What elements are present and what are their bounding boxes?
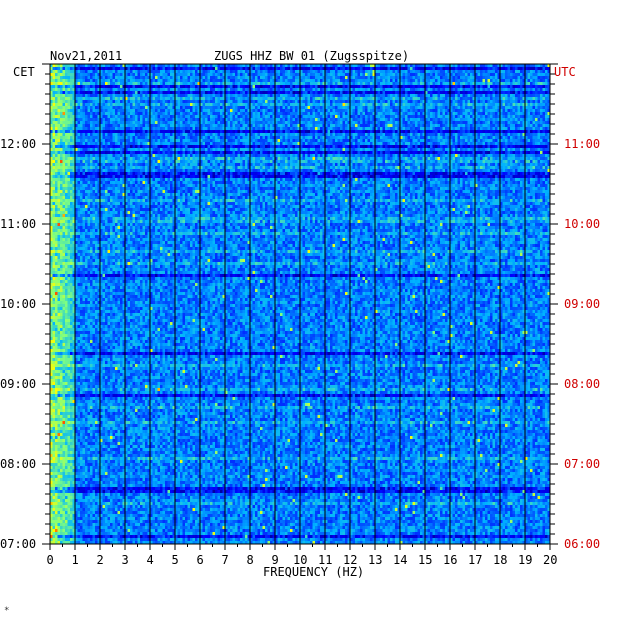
x-tick-label: 7 [222, 554, 229, 566]
date-label: Nov21,2011 [50, 50, 122, 62]
x-tick-label: 16 [443, 554, 457, 566]
right-timezone-label: UTC [554, 66, 576, 78]
y-left-tick-label: 10:00 [0, 298, 36, 310]
y-right-tick-label: 06:00 [564, 538, 600, 550]
corner-mark: * [4, 606, 9, 616]
x-tick-label: 11 [318, 554, 332, 566]
x-tick-label: 13 [368, 554, 382, 566]
x-tick-label: 8 [247, 554, 254, 566]
x-tick-label: 15 [418, 554, 432, 566]
x-tick-label: 12 [343, 554, 357, 566]
x-tick-label: 9 [272, 554, 279, 566]
y-right-tick-label: 07:00 [564, 458, 600, 470]
x-tick-label: 4 [147, 554, 154, 566]
left-timezone-label: CET [13, 66, 35, 78]
y-right-tick-label: 08:00 [564, 378, 600, 390]
y-left-tick-label: 12:00 [0, 138, 36, 150]
y-left-tick-label: 09:00 [0, 378, 36, 390]
x-tick-label: 20 [543, 554, 557, 566]
x-tick-label: 0 [47, 554, 54, 566]
y-right-tick-label: 10:00 [564, 218, 600, 230]
x-tick-label: 2 [97, 554, 104, 566]
x-tick-label: 6 [197, 554, 204, 566]
y-left-tick-label: 08:00 [0, 458, 36, 470]
x-tick-label: 19 [518, 554, 532, 566]
y-left-tick-label: 07:00 [0, 538, 36, 550]
x-axis-title: FREQUENCY (HZ) [263, 566, 364, 578]
x-tick-label: 10 [293, 554, 307, 566]
y-left-tick-label: 11:00 [0, 218, 36, 230]
y-right-tick-label: 09:00 [564, 298, 600, 310]
x-tick-label: 5 [172, 554, 179, 566]
x-tick-label: 17 [468, 554, 482, 566]
x-tick-label: 1 [72, 554, 79, 566]
x-tick-label: 18 [493, 554, 507, 566]
x-tick-label: 14 [393, 554, 407, 566]
station-title: ZUGS HHZ BW 01 (Zugsspitze) [214, 50, 409, 62]
y-right-tick-label: 11:00 [564, 138, 600, 150]
x-tick-label: 3 [122, 554, 129, 566]
